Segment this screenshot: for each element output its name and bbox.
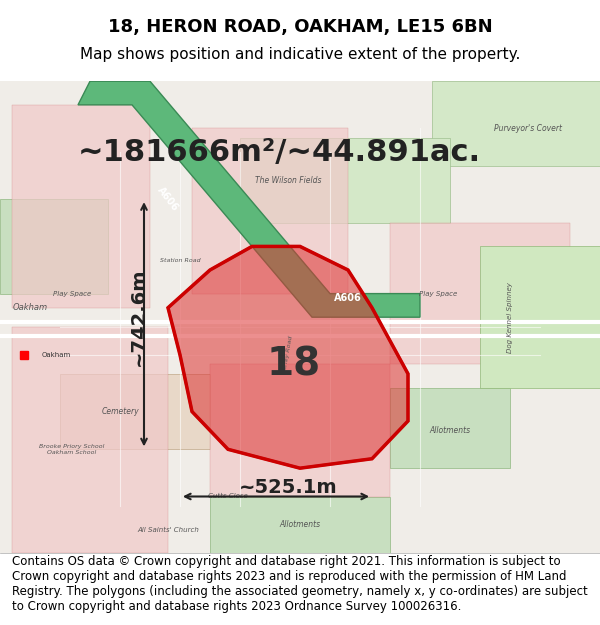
Polygon shape <box>480 246 600 388</box>
Polygon shape <box>210 496 390 553</box>
Text: Play Space: Play Space <box>419 291 457 297</box>
Text: ~525.1m: ~525.1m <box>239 478 337 496</box>
Text: Map shows position and indicative extent of the property.: Map shows position and indicative extent… <box>80 47 520 62</box>
Text: Oakham: Oakham <box>13 303 47 312</box>
Text: Oakham: Oakham <box>42 352 71 358</box>
Text: Play Space: Play Space <box>53 291 91 297</box>
Text: 18: 18 <box>267 346 321 383</box>
Polygon shape <box>390 388 510 468</box>
Text: 18, HERON ROAD, OAKHAM, LE15 6BN: 18, HERON ROAD, OAKHAM, LE15 6BN <box>107 18 493 36</box>
Text: Contains OS data © Crown copyright and database right 2021. This information is : Contains OS data © Crown copyright and d… <box>12 554 588 612</box>
Polygon shape <box>0 199 108 294</box>
Text: Allotments: Allotments <box>280 520 320 529</box>
Polygon shape <box>240 138 450 222</box>
Text: Allotments: Allotments <box>430 426 470 435</box>
Text: Purveyor's Covert: Purveyor's Covert <box>494 124 562 133</box>
Text: Cutts Close: Cutts Close <box>208 494 248 499</box>
Text: Burley Road: Burley Road <box>282 336 294 374</box>
Text: Dog Kennel Spinney: Dog Kennel Spinney <box>507 282 513 352</box>
Polygon shape <box>12 327 168 553</box>
Text: Brooke Priory School
Oakham School: Brooke Priory School Oakham School <box>40 444 104 455</box>
Polygon shape <box>390 222 570 364</box>
Text: A606: A606 <box>334 293 362 303</box>
Text: All Saints' Church: All Saints' Church <box>137 526 199 532</box>
Polygon shape <box>192 129 348 294</box>
Text: Cemetery: Cemetery <box>101 407 139 416</box>
Text: A606: A606 <box>155 185 181 213</box>
Polygon shape <box>78 81 420 317</box>
Text: ~742.6m: ~742.6m <box>128 268 148 366</box>
Polygon shape <box>210 364 390 496</box>
Text: ~181666m²/~44.891ac.: ~181666m²/~44.891ac. <box>78 138 481 167</box>
Polygon shape <box>60 374 210 449</box>
Polygon shape <box>168 246 408 468</box>
Polygon shape <box>12 105 150 308</box>
Text: Station Road: Station Road <box>160 258 200 263</box>
Polygon shape <box>432 81 600 166</box>
Text: The Wilson Fields: The Wilson Fields <box>255 176 321 185</box>
